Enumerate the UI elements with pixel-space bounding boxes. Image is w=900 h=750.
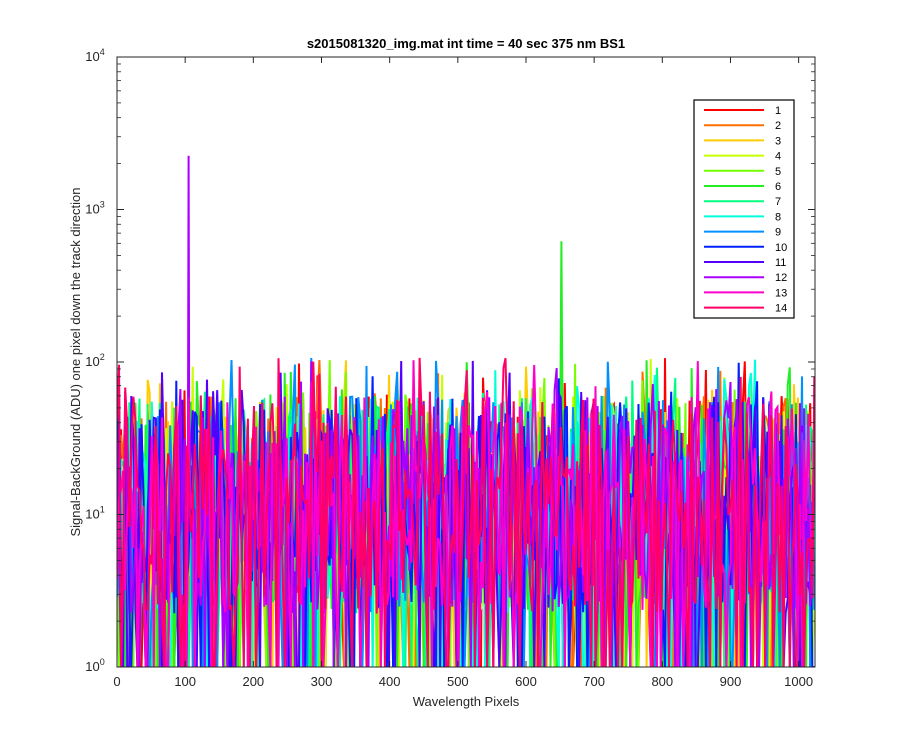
y-tick-label: 101 — [85, 505, 104, 522]
legend-label-3: 3 — [775, 135, 781, 147]
x-tick-label: 900 — [720, 674, 742, 689]
x-tick-label: 200 — [242, 674, 264, 689]
x-tick-label: 800 — [651, 674, 673, 689]
x-tick-label: 100 — [174, 674, 196, 689]
x-tick-label: 700 — [583, 674, 605, 689]
legend-label-6: 6 — [775, 181, 781, 193]
legend-label-4: 4 — [775, 151, 781, 163]
y-tick-base: 10 — [85, 202, 99, 217]
legend-label-11: 11 — [775, 257, 786, 269]
legend-label-2: 2 — [775, 120, 781, 132]
y-tick-exponent: 2 — [100, 352, 105, 362]
legend-label-5: 5 — [775, 166, 781, 178]
x-tick-label: 300 — [311, 674, 333, 689]
x-tick-label: 1000 — [784, 674, 813, 689]
y-tick-base: 10 — [85, 507, 99, 522]
series-line-13 — [117, 360, 815, 667]
y-tick-exponent: 1 — [100, 505, 105, 515]
x-tick-label: 600 — [515, 674, 537, 689]
legend-label-13: 13 — [775, 287, 787, 299]
y-tick-exponent: 3 — [100, 200, 105, 210]
legend-label-1: 1 — [775, 105, 781, 117]
y-tick-label: 100 — [85, 657, 104, 674]
legend-label-8: 8 — [775, 211, 781, 223]
y-axis-label: Signal-BackGround (ADU) one pixel down t… — [68, 187, 83, 536]
x-tick-label: 0 — [113, 674, 120, 689]
y-tick-base: 10 — [85, 49, 99, 64]
y-tick-base: 10 — [85, 354, 99, 369]
y-tick-label: 102 — [85, 352, 104, 369]
x-axis-label: Wavelength Pixels — [413, 694, 520, 709]
legend-label-7: 7 — [775, 196, 781, 208]
x-axis: 0 100 200 300 400 500 600 700 800 900 1000 — [113, 57, 813, 689]
y-tick-label: 104 — [85, 47, 104, 64]
chart-title: s2015081320_img.mat int time = 40 sec 37… — [307, 36, 625, 51]
legend-label-12: 12 — [775, 272, 787, 284]
series-layer — [117, 155, 815, 667]
y-tick-base: 10 — [85, 659, 99, 674]
y-tick-exponent: 4 — [100, 47, 105, 57]
y-tick-label: 103 — [85, 200, 104, 217]
legend-label-9: 9 — [775, 227, 781, 239]
legend-box — [693, 99, 795, 319]
y-tick-exponent: 0 — [100, 657, 105, 667]
x-tick-label: 500 — [447, 674, 469, 689]
series-line-14 — [117, 357, 815, 667]
legend-label-14: 14 — [775, 303, 787, 315]
x-tick-label: 400 — [379, 674, 401, 689]
legend-label-10: 10 — [775, 242, 787, 254]
